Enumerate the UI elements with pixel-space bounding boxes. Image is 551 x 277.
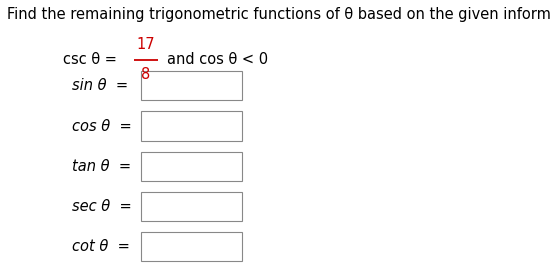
FancyBboxPatch shape — [141, 112, 242, 141]
Text: cos θ  =: cos θ = — [72, 119, 131, 134]
Text: csc θ =: csc θ = — [63, 52, 122, 67]
Text: 17: 17 — [137, 37, 155, 52]
FancyBboxPatch shape — [141, 152, 242, 181]
Text: 8: 8 — [142, 67, 150, 82]
Text: cot θ  =: cot θ = — [72, 239, 129, 254]
FancyBboxPatch shape — [141, 192, 242, 221]
FancyBboxPatch shape — [141, 71, 242, 101]
Text: and cos θ < 0: and cos θ < 0 — [167, 52, 268, 67]
Text: Find the remaining trigonometric functions of θ based on the given information.: Find the remaining trigonometric functio… — [7, 7, 551, 22]
Text: tan θ  =: tan θ = — [72, 159, 131, 174]
Text: sin θ  =: sin θ = — [72, 78, 128, 93]
Text: sec θ  =: sec θ = — [72, 199, 131, 214]
FancyBboxPatch shape — [141, 232, 242, 261]
